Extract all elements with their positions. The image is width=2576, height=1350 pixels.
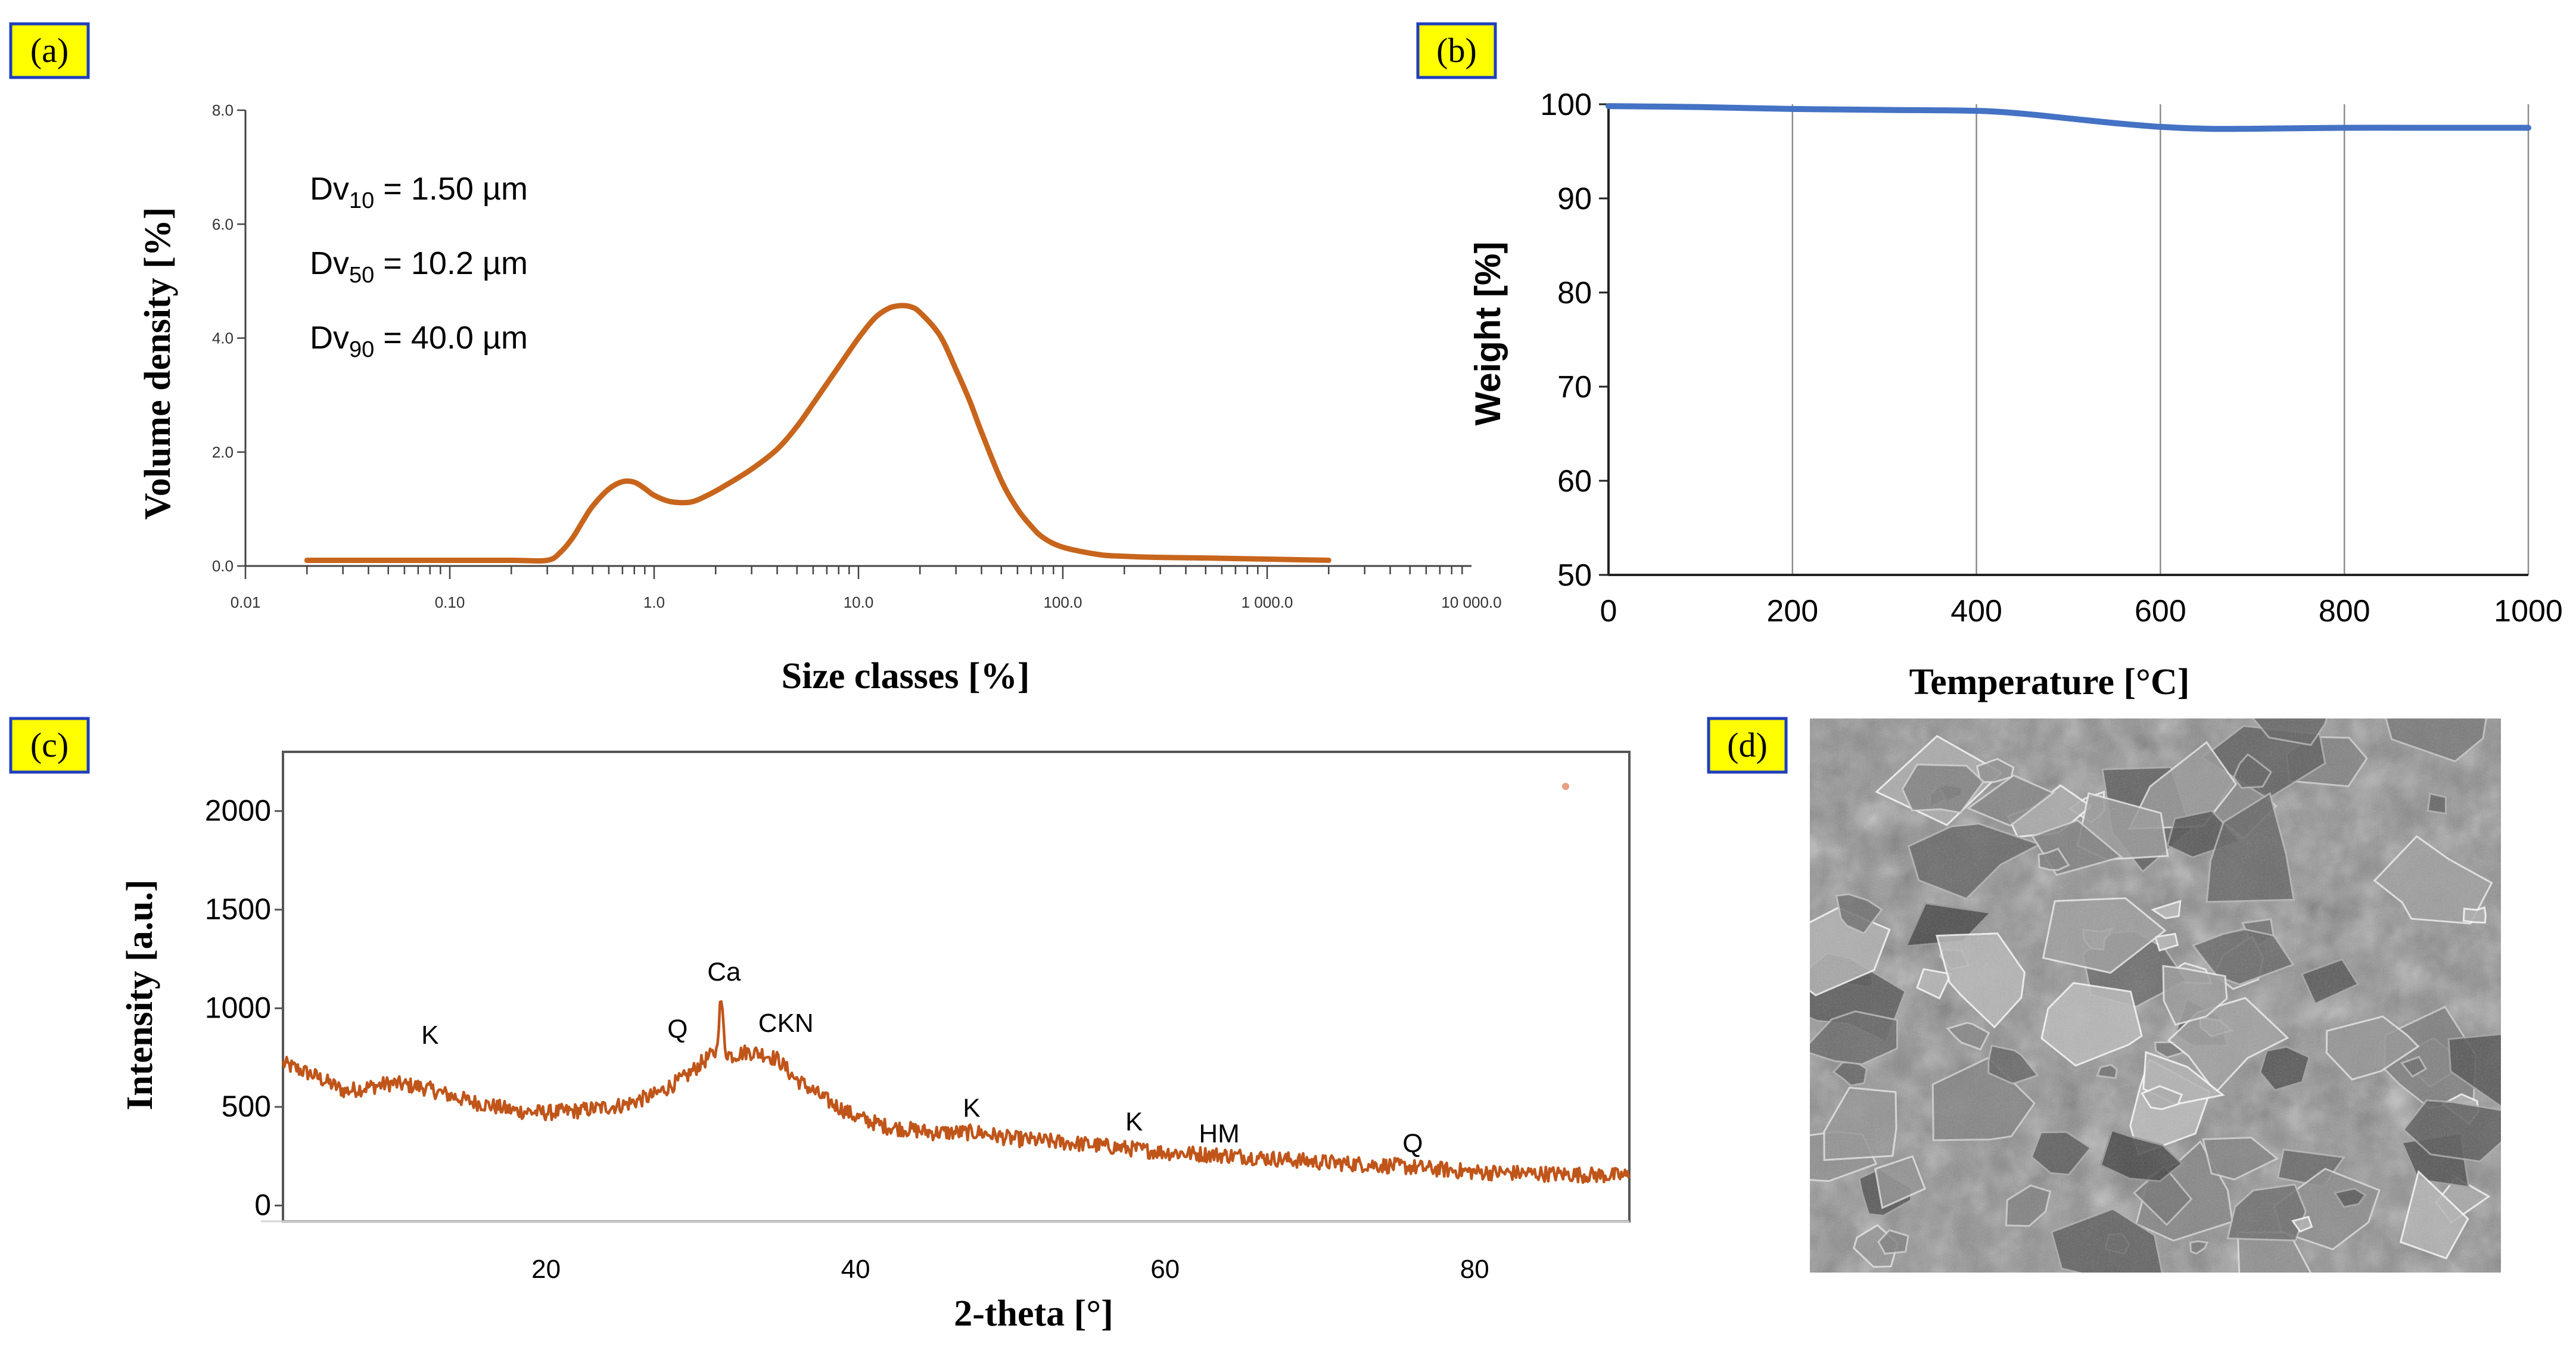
tga-y-tick-label: 60: [1557, 464, 1592, 499]
panel-label-c-text: (c): [30, 726, 69, 764]
psd-x-axis-title: Size classes [%]: [782, 656, 1030, 696]
xrd-y-tick-label: 1500: [205, 892, 271, 926]
psd-x-tick-label: 1 000.0: [1242, 593, 1293, 611]
tga-x-axis-title: Temperature [°C]: [1909, 662, 2190, 702]
panel-label-a-box: [9, 22, 90, 79]
psd-series-line: [304, 303, 1331, 564]
psd-y-tick-label: 2.0: [212, 443, 234, 461]
psd-chart: 0.01 0.10 1.0 10.0 100.0 1 000.0 10 000.0 0.0 2.…: [138, 101, 1502, 696]
panel-label-b-box: [1416, 22, 1497, 79]
psd-x-tick-label: 1.0: [643, 593, 665, 611]
xrd-y-tick-label: 1000: [205, 991, 271, 1024]
tga-y-tick-label: 80: [1557, 276, 1592, 310]
tga-axes: [1607, 104, 2528, 576]
psd-x-tick-label: 0.10: [435, 593, 465, 611]
psd-y-tick-label: 0.0: [212, 557, 234, 575]
xrd-y-tick-label: 2000: [205, 794, 271, 827]
xrd-peak-label: K: [1125, 1108, 1143, 1137]
tga-y-tick-label: 50: [1557, 558, 1592, 593]
xrd-peak-label: HM: [1199, 1119, 1239, 1149]
tga-x-tick-label: 600: [2135, 594, 2186, 629]
stray-dot-marker: [1562, 783, 1569, 790]
psd-y-tick-label: 6.0: [212, 215, 234, 233]
psd-x-tick-label: 10 000.0: [1441, 593, 1501, 611]
panel-label-c: (c): [9, 717, 90, 774]
xrd-x-tick-label: 40: [841, 1255, 870, 1284]
xrd-x-tick-label: 20: [531, 1255, 561, 1284]
psd-y-tick-label: 4.0: [212, 329, 234, 347]
xrd-peak-label: K: [421, 1021, 438, 1050]
tga-ticks: 0 200 400 600 800 1000 50 60 70 80 90 100: [1540, 88, 2563, 629]
tga-x-tick-label: 400: [1950, 594, 2002, 629]
xrd-ticks: 20 40 60 80 0 500 1000 1500 2000: [205, 794, 1489, 1284]
psd-annotation-dv: Dv50 = 10.2 µm: [310, 245, 528, 288]
panel-label-d: (d): [1707, 717, 1788, 774]
xrd-peak-label: K: [963, 1094, 980, 1123]
psd-x-tick-label: 100.0: [1043, 593, 1082, 611]
psd-ticks: 0.01 0.10 1.0 10.0 100.0 1 000.0 10 000.0 0.0 2.…: [212, 101, 1502, 611]
tga-y-axis-title: Weight [%]: [1468, 242, 1508, 426]
xrd-x-axis-title: 2-theta [°]: [954, 1293, 1113, 1334]
xrd-y-tick-label: 500: [222, 1090, 271, 1123]
psd-annotations: Dv10 = 1.50 µm Dv50 = 10.2 µm Dv90 = 40.0 …: [310, 171, 528, 362]
tga-x-tick-label: 800: [2319, 594, 2370, 629]
xrd-peak-labels: K Q Ca CKN K K HM Q: [421, 957, 1423, 1158]
xrd-peak-label: Ca: [707, 957, 741, 987]
sem-micrograph: [1810, 718, 2501, 1273]
xrd-peak-label: Q: [667, 1015, 687, 1044]
psd-x-tick-label: 0.01: [231, 593, 261, 611]
psd-x-tick-label: 10.0: [844, 593, 874, 611]
xrd-chart: 20 40 60 80 0 500 1000 1500 2000 K Q Ca CKN K K HM Q 2-…: [120, 751, 1631, 1334]
panel-label-a-text: (a): [30, 31, 69, 70]
tga-y-tick-label: 100: [1540, 88, 1592, 122]
panel-label-b-text: (b): [1436, 31, 1477, 70]
psd-y-tick-label: 8.0: [212, 101, 234, 119]
psd-annotation-dv: Dv90 = 40.0 µm: [310, 320, 528, 362]
xrd-peak-label: CKN: [758, 1009, 814, 1038]
panel-label-b: (b): [1416, 22, 1497, 79]
tga-chart: 0 200 400 600 800 1000 50 60 70 80 90 100 Temperatu…: [1468, 88, 2563, 702]
xrd-y-axis-title: Intensity [a.u.]: [120, 879, 160, 1111]
tga-gridlines: [1607, 104, 2530, 575]
panel-label-d-text: (d): [1727, 726, 1768, 764]
xrd-plot-frame: [282, 751, 1631, 1223]
tga-y-tick-label: 90: [1557, 182, 1592, 216]
xrd-x-tick-label: 60: [1150, 1255, 1180, 1284]
xrd-series-line: [281, 1000, 1631, 1184]
panel-label-c-box: [9, 717, 90, 774]
panel-label-d-box: [1707, 717, 1788, 774]
tga-x-tick-label: 200: [1766, 594, 1818, 629]
psd-y-axis-title: Volume density [%]: [138, 207, 178, 520]
xrd-x-tick-label: 80: [1460, 1255, 1489, 1284]
tga-series-line: [1606, 103, 2531, 132]
panel-label-a: (a): [9, 22, 90, 79]
tga-x-tick-label: 0: [1600, 594, 1617, 629]
tga-x-tick-label: 1000: [2494, 594, 2563, 629]
sem-grain: [1810, 718, 2501, 1273]
tga-y-tick-label: 70: [1557, 370, 1592, 405]
xrd-y-tick-label: 0: [254, 1189, 271, 1222]
xrd-peak-label: Q: [1402, 1129, 1423, 1158]
psd-annotation-dv: Dv10 = 1.50 µm: [310, 171, 528, 213]
xrd-axes: [261, 751, 1631, 1223]
